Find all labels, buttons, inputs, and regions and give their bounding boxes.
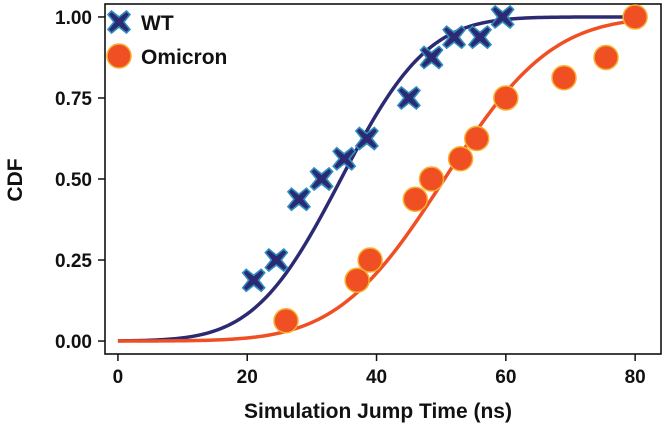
y-tick-label: 0.25 [55, 251, 92, 272]
data-point-omicron [418, 166, 445, 192]
data-point-omicron [447, 145, 474, 172]
data-point-wt [241, 268, 266, 293]
x-axis-title: Simulation Jump Time (ns) [244, 400, 512, 423]
legend-marker-omicron [106, 43, 132, 69]
x-tick-label: 40 [366, 367, 387, 388]
y-tick-label: 0.50 [55, 170, 92, 191]
data-point-wt [264, 247, 289, 273]
data-point-omicron [273, 308, 299, 334]
data-point-wt [309, 166, 334, 192]
fit-curves [117, 15, 636, 343]
legend-label-wt: WT [141, 12, 174, 35]
y-axis: 0.00 0.25 0.50 0.75 1.00 [55, 8, 105, 353]
data-point-wt [419, 45, 444, 70]
data-point-omicron [402, 186, 429, 213]
data-point-omicron [493, 85, 519, 111]
data-point-omicron [622, 4, 648, 30]
data-point-wt [442, 25, 467, 50]
data-point-wt [354, 126, 379, 151]
data-point-omicron [357, 247, 383, 273]
fit-curve-omicron [117, 18, 636, 343]
data-point-wt [286, 187, 312, 212]
data-point-wt [490, 4, 515, 30]
data-point-wt [396, 85, 421, 111]
y-axis-title: CDF [4, 158, 27, 201]
legend: WT Omicron [106, 9, 227, 69]
data-point-omicron [551, 64, 577, 91]
x-tick-label: 0 [113, 367, 124, 388]
data-point-wt [332, 146, 357, 171]
x-tick-label: 60 [495, 367, 516, 388]
data-point-omicron [593, 44, 619, 71]
y-tick-label: 1.00 [55, 8, 92, 29]
data-point-omicron [463, 125, 490, 152]
data-point-omicron [344, 267, 370, 294]
fit-curve-wt [117, 15, 636, 343]
x-tick-label: 20 [237, 367, 258, 388]
x-axis: 0 20 40 60 80 [113, 354, 646, 388]
x-tick-label: 80 [625, 367, 646, 388]
data-point-wt [467, 25, 493, 50]
y-tick-label: 0.00 [55, 332, 92, 353]
data-markers [241, 4, 648, 334]
legend-marker-wt [106, 9, 132, 35]
legend-label-omicron: Omicron [141, 46, 227, 69]
y-tick-label: 0.75 [55, 89, 92, 110]
